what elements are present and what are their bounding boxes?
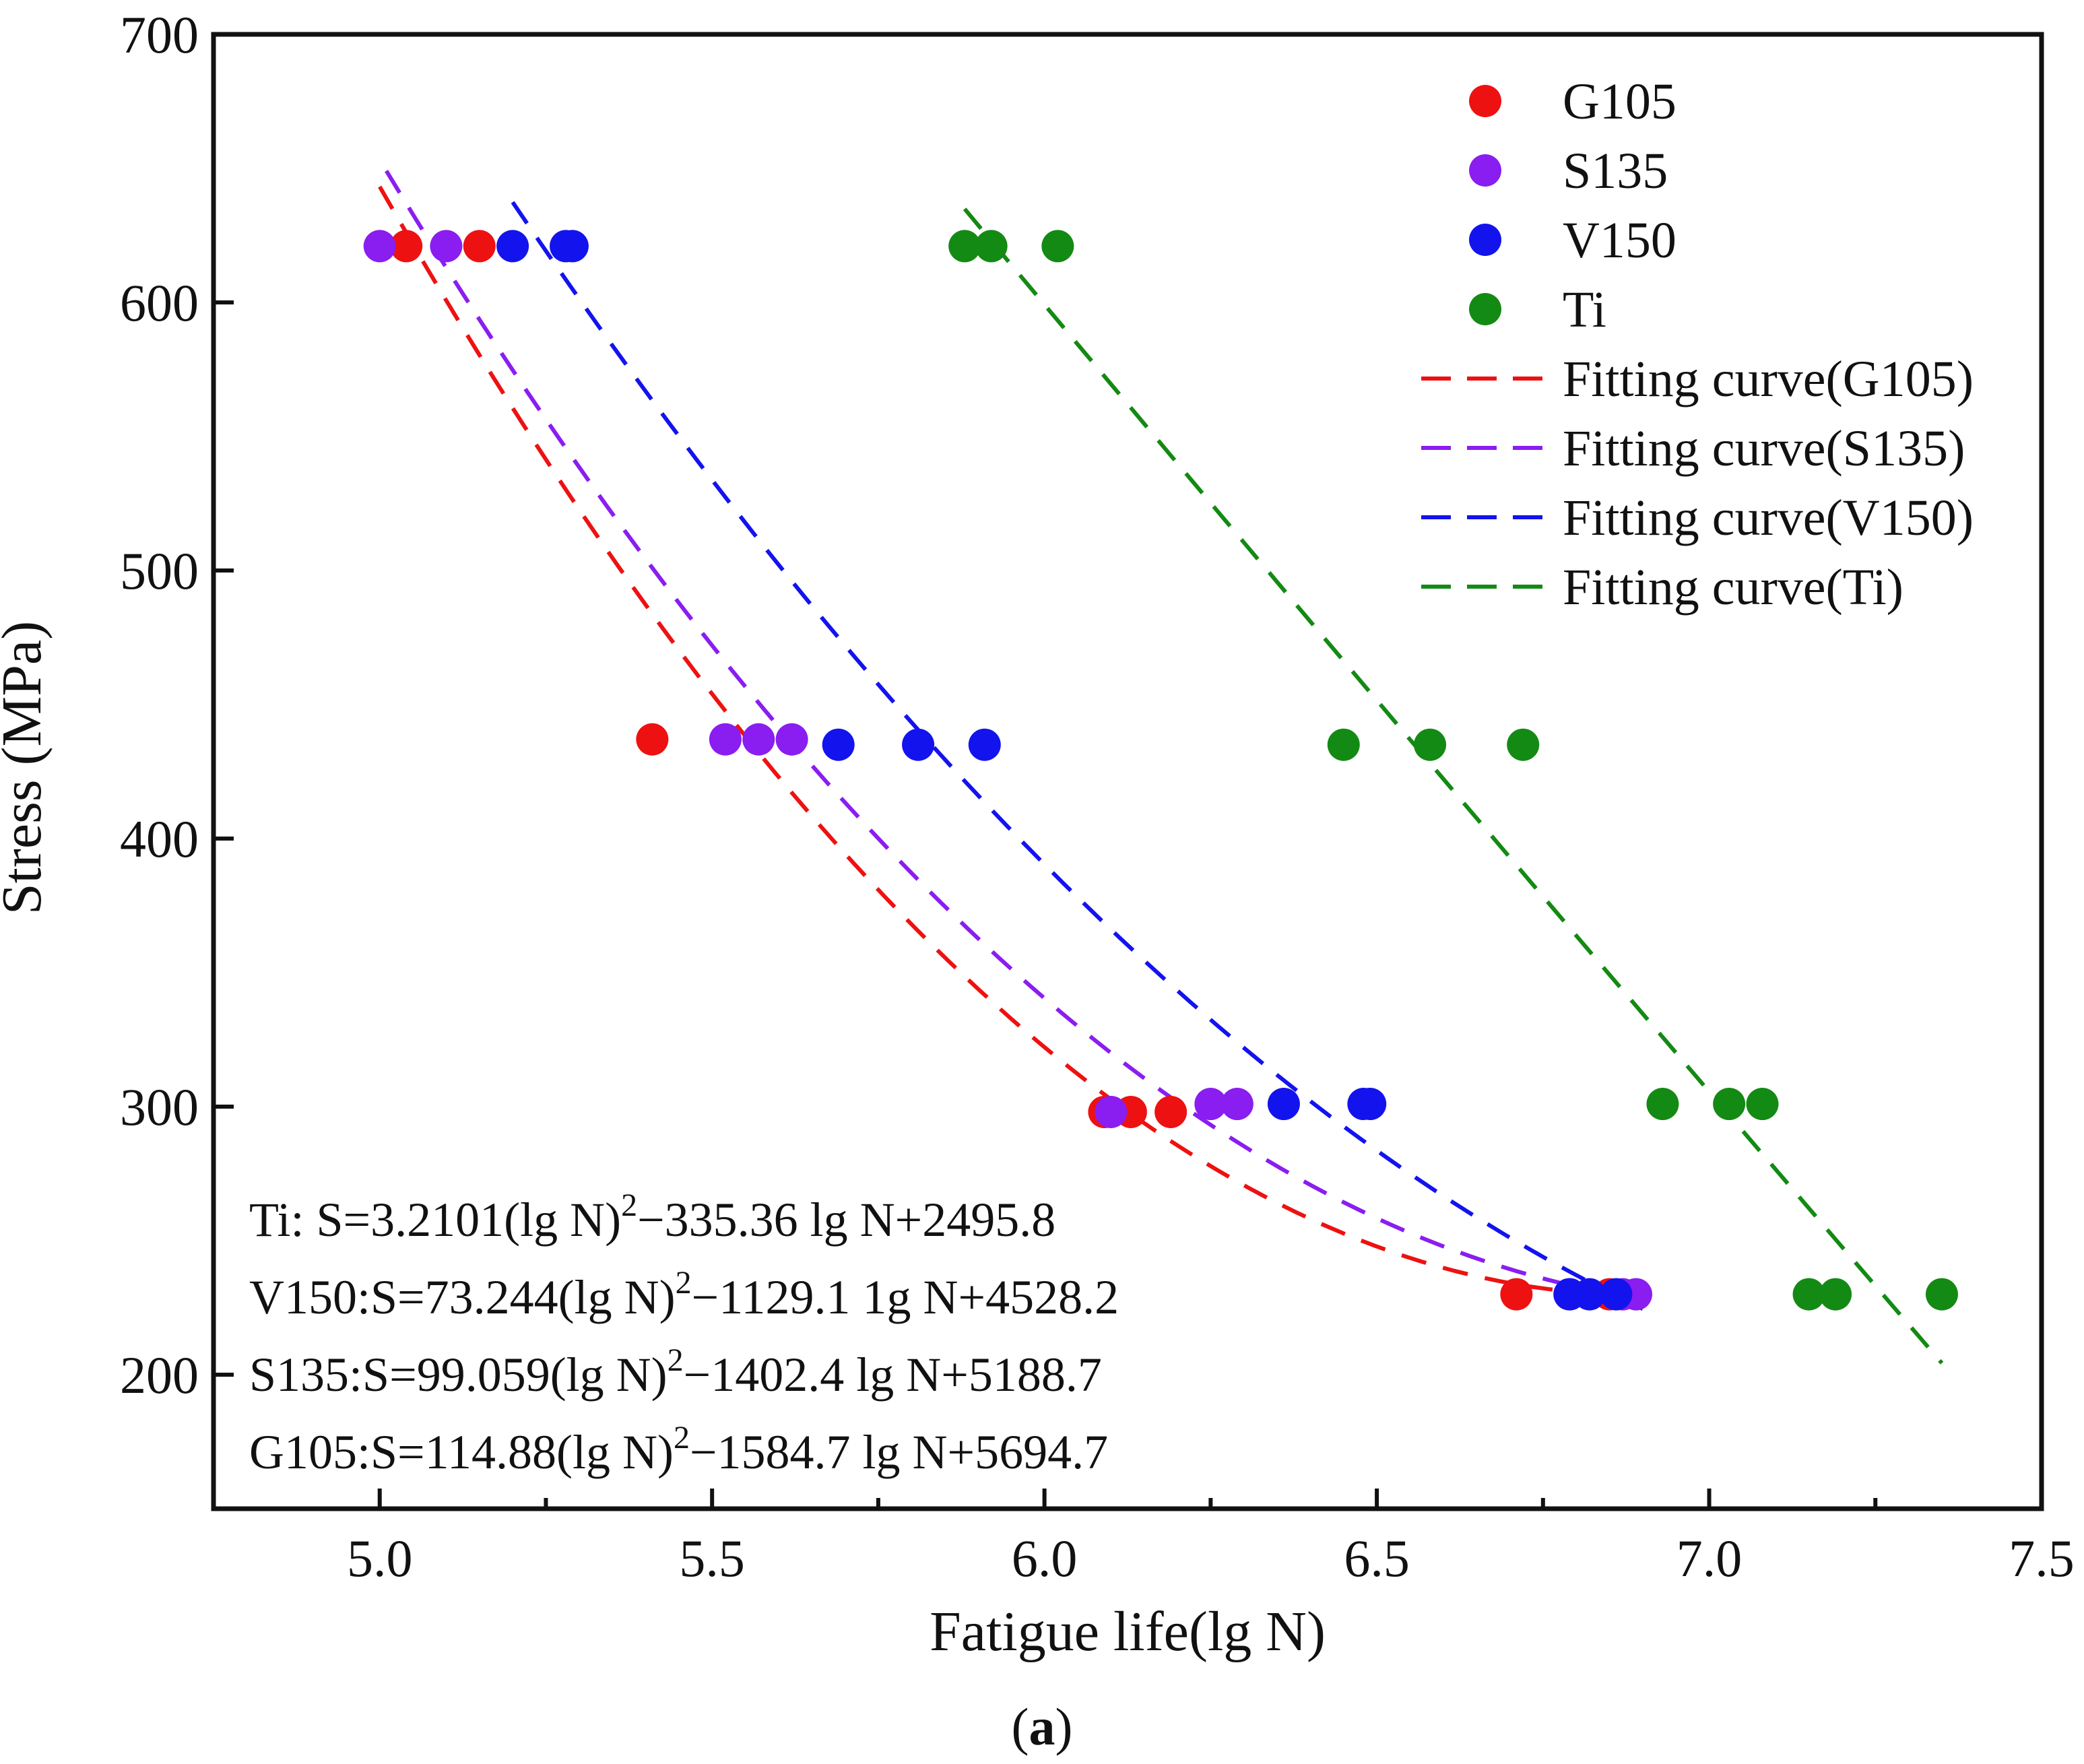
x-axis: 5.0 5.5 6.0 6.5 7.0 7.5 bbox=[347, 1489, 2075, 1588]
plot-frame bbox=[211, 32, 2044, 1511]
data-point bbox=[1792, 1278, 1825, 1311]
data-point bbox=[968, 728, 1001, 761]
caption-letter: a bbox=[1029, 1697, 1055, 1756]
x-tick-label: 5.0 bbox=[347, 1529, 413, 1588]
x-tick-label: 6.5 bbox=[1344, 1529, 1410, 1588]
data-point bbox=[1507, 728, 1540, 761]
y-tick-label: 200 bbox=[120, 1346, 199, 1404]
legend-label: G105 bbox=[1563, 73, 1676, 130]
legend-label: Fitting curve(V150) bbox=[1563, 490, 1974, 546]
legend-label: V150 bbox=[1563, 212, 1676, 269]
y-tick-label: 700 bbox=[120, 5, 199, 64]
data-point bbox=[1220, 1088, 1253, 1121]
y-axis-title: Stress (MPa) bbox=[0, 621, 53, 915]
data-point bbox=[1500, 1278, 1533, 1311]
fit-curve bbox=[385, 170, 1643, 1301]
data-point bbox=[975, 230, 1008, 263]
x-tick-label: 5.5 bbox=[679, 1529, 745, 1588]
x-tick-label: 7.0 bbox=[1676, 1529, 1743, 1588]
data-point bbox=[430, 230, 463, 263]
data-point bbox=[902, 728, 935, 761]
data-point bbox=[1646, 1088, 1679, 1121]
data-point bbox=[775, 723, 808, 756]
data-point bbox=[463, 230, 496, 263]
data-point bbox=[1267, 1088, 1300, 1121]
caption-close: ) bbox=[1055, 1697, 1073, 1756]
fit-curves bbox=[378, 170, 1944, 1365]
legend-label: Ti bbox=[1563, 282, 1606, 338]
data-point bbox=[1194, 1088, 1227, 1121]
fit-equation: Ti: S=3.2101(lg N)2−335.36 lg N+2495.8 bbox=[249, 1187, 1055, 1247]
data-point bbox=[1327, 728, 1360, 761]
data-point bbox=[948, 230, 981, 263]
data-point bbox=[1354, 1088, 1387, 1121]
data-point bbox=[1041, 230, 1074, 263]
y-tick-label: 500 bbox=[120, 542, 199, 600]
data-point bbox=[556, 230, 589, 263]
x-tick-label: 7.5 bbox=[2009, 1529, 2075, 1588]
fit-equation: V150:S=73.244(lg N)2−1129.1 1g N+4528.2 bbox=[249, 1265, 1119, 1324]
legend-label: S135 bbox=[1563, 143, 1668, 199]
y-tick-label: 400 bbox=[120, 810, 199, 868]
caption-open: ( bbox=[1012, 1697, 1029, 1756]
data-point bbox=[1154, 1095, 1187, 1128]
data-point bbox=[1573, 1278, 1606, 1311]
legend-label: Fitting curve(G105) bbox=[1563, 351, 1974, 407]
x-axis-title: Fatigue life(lg N) bbox=[930, 1600, 1326, 1663]
data-point bbox=[1095, 1095, 1128, 1128]
fit-equation: S135:S=99.059(lg N)2−1402.4 lg N+5188.7 bbox=[249, 1342, 1102, 1402]
x-tick-label: 6.0 bbox=[1012, 1529, 1078, 1588]
legend-label: Fitting curve(Ti) bbox=[1563, 559, 1903, 616]
figure-caption: (a) bbox=[1012, 1697, 1073, 1756]
fit-curve bbox=[511, 201, 1644, 1311]
legend-marker bbox=[1469, 224, 1501, 256]
data-point bbox=[636, 723, 669, 756]
legend-marker bbox=[1469, 293, 1501, 325]
data-point bbox=[1925, 1278, 1958, 1311]
data-point bbox=[1713, 1088, 1746, 1121]
legend-marker bbox=[1469, 85, 1501, 117]
fit-equations: Ti: S=3.2101(lg N)2−335.36 lg N+2495.8 V1… bbox=[249, 1187, 1119, 1479]
data-point bbox=[1819, 1278, 1852, 1311]
data-point bbox=[1414, 728, 1447, 761]
data-points bbox=[363, 230, 1958, 1311]
data-point bbox=[496, 230, 529, 263]
data-point bbox=[1600, 1278, 1633, 1311]
data-point bbox=[822, 728, 855, 761]
legend: G105 S135 V150 Ti Fitting curve(G105) Fitting… bbox=[1421, 73, 1974, 616]
y-tick-label: 300 bbox=[120, 1078, 199, 1136]
legend-label: Fitting curve(S135) bbox=[1563, 420, 1965, 477]
data-point bbox=[363, 230, 396, 263]
legend-marker bbox=[1469, 154, 1501, 187]
data-point bbox=[742, 723, 775, 756]
fit-curve bbox=[378, 185, 1643, 1297]
data-point bbox=[390, 230, 423, 263]
data-point bbox=[1746, 1088, 1779, 1121]
data-point bbox=[709, 723, 742, 756]
y-axis: 200 300 400 500 600 700 bbox=[120, 5, 234, 1404]
fit-equation: G105:S=114.88(lg N)2−1584.7 lg N+5694.7 bbox=[249, 1420, 1108, 1479]
y-tick-label: 600 bbox=[120, 273, 199, 332]
fit-curve bbox=[963, 207, 1944, 1365]
